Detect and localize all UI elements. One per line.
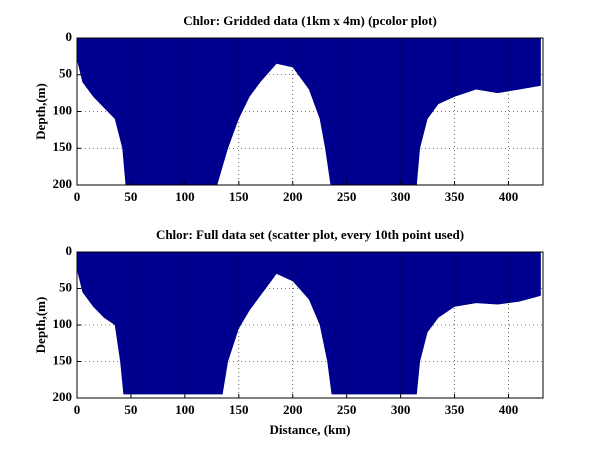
x-tick-label: 0 [74,402,81,417]
chart-title: Chlor: Gridded data (1km x 4m) (pcolor p… [183,13,437,28]
data-area [77,38,541,185]
x-tick-label: 400 [499,402,519,417]
x-tick-label: 0 [74,189,81,204]
x-tick-label: 50 [124,189,137,204]
x-tick-label: 200 [283,402,303,417]
y-tick-label: 150 [53,139,73,154]
x-tick-label: 100 [175,189,195,204]
x-tick-label: 50 [124,402,137,417]
y-axis-label: Depth,(m) [33,83,48,140]
x-tick-label: 200 [283,189,303,204]
y-tick-label: 0 [66,29,73,44]
x-tick-label: 300 [391,402,411,417]
y-tick-label: 0 [66,243,73,258]
y-tick-label: 100 [53,102,73,117]
x-tick-label: 350 [445,402,465,417]
y-axis-label: Depth,(m) [33,297,48,354]
x-tick-label: 350 [445,189,465,204]
x-tick-label: 250 [337,402,357,417]
y-tick-label: 150 [53,352,73,367]
x-tick-label: 250 [337,189,357,204]
x-tick-label: 150 [229,189,249,204]
axes-frame [76,37,544,186]
y-tick-label: 50 [59,279,72,294]
x-tick-label: 400 [499,189,519,204]
x-axis-label: Distance, (km) [270,422,351,437]
y-tick-label: 50 [59,66,72,81]
data-area [77,252,541,395]
y-tick-label: 200 [53,389,73,404]
y-tick-label: 100 [53,316,73,331]
y-tick-label: 200 [53,176,73,191]
x-tick-label: 150 [229,402,249,417]
chart-title: Chlor: Full data set (scatter plot, ever… [156,227,464,242]
x-tick-label: 100 [175,402,195,417]
x-tick-label: 300 [391,189,411,204]
axes-frame [76,251,544,399]
